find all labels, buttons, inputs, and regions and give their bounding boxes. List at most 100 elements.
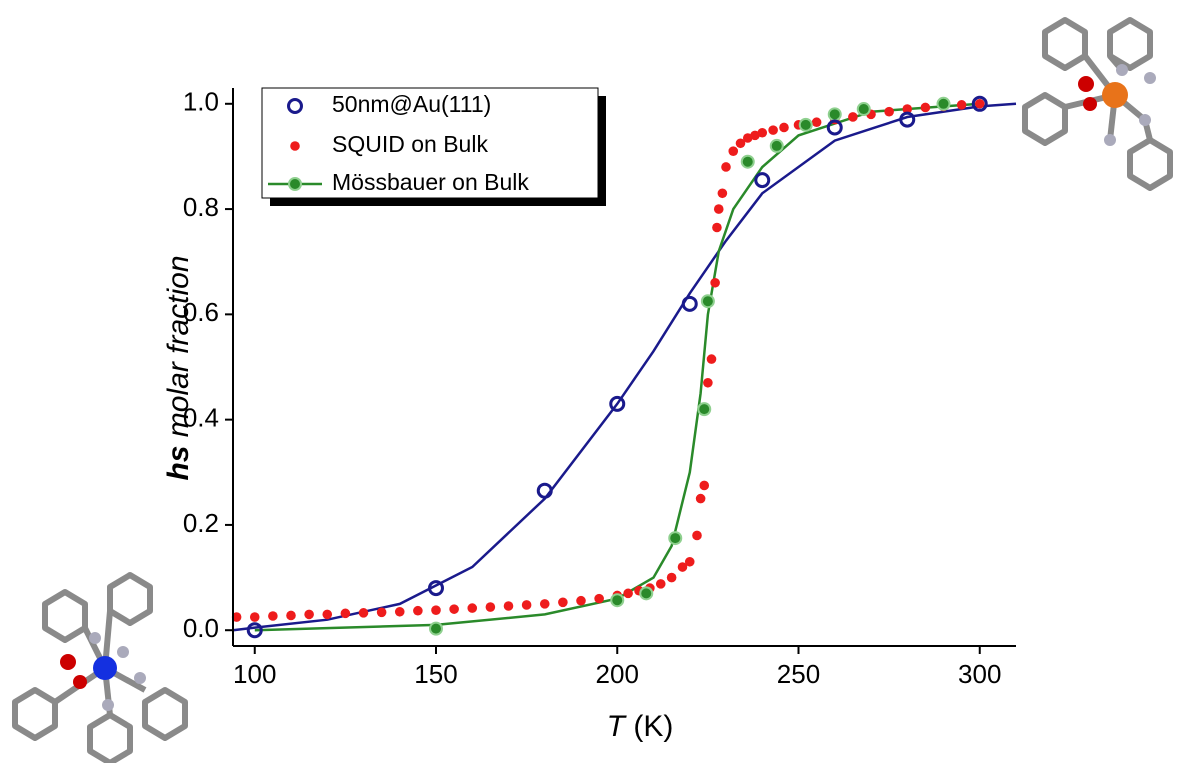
- point: [706, 354, 717, 364]
- point: [742, 133, 753, 143]
- point: [655, 579, 666, 589]
- legend-label: SQUID on Bulk: [332, 131, 488, 157]
- point: [740, 154, 755, 169]
- point: [431, 605, 441, 616]
- point: [576, 595, 586, 606]
- point: [467, 603, 478, 613]
- point: [703, 377, 713, 388]
- legend-marker: [287, 98, 303, 114]
- point: [594, 593, 604, 604]
- point: [340, 608, 351, 619]
- y-label-text: molar fraction: [162, 255, 195, 437]
- point: [666, 572, 677, 583]
- point: [413, 605, 423, 616]
- point: [769, 138, 784, 153]
- point: [639, 586, 654, 601]
- point: [899, 111, 916, 128]
- point: [754, 172, 771, 189]
- point: [503, 601, 514, 611]
- point: [827, 107, 842, 122]
- x-tick-label: 150: [414, 659, 457, 689]
- point: [322, 609, 333, 620]
- fit-line: [232, 102, 1017, 632]
- molecule-hs: [1022, 17, 1173, 191]
- point: [449, 604, 459, 614]
- point: [902, 104, 913, 114]
- point: [681, 295, 698, 312]
- point: [521, 600, 532, 610]
- point: [811, 117, 822, 128]
- x-label-unit: (K): [633, 710, 673, 743]
- point: [735, 138, 746, 149]
- point: [623, 588, 633, 599]
- point: [539, 599, 550, 609]
- point: [798, 117, 813, 132]
- point: [286, 610, 296, 621]
- point: [721, 162, 731, 172]
- point: [695, 493, 706, 504]
- point: [358, 608, 369, 618]
- x-tick-label: 300: [958, 659, 1001, 689]
- x-tick-label: 250: [777, 659, 820, 689]
- legend: [261, 87, 599, 199]
- y-tick-label: 1.0: [183, 87, 219, 117]
- point: [750, 130, 760, 141]
- legend-marker: [290, 141, 300, 151]
- point: [668, 531, 683, 546]
- point: [700, 294, 715, 309]
- point: [779, 122, 789, 133]
- x-axis-label: T (K): [607, 710, 674, 743]
- x-tick-label: 100: [233, 659, 276, 689]
- point: [971, 95, 988, 112]
- plot-area: [231, 95, 1017, 639]
- point: [728, 146, 739, 156]
- point: [712, 222, 722, 233]
- point: [304, 609, 314, 620]
- point: [268, 611, 278, 621]
- legend-label: Mössbauer on Bulk: [332, 169, 529, 195]
- point: [249, 612, 260, 622]
- point: [428, 580, 444, 597]
- point: [710, 277, 720, 288]
- point: [558, 597, 568, 608]
- point: [697, 402, 712, 417]
- point: [610, 593, 625, 608]
- point: [956, 100, 967, 110]
- point: [920, 102, 931, 113]
- point: [609, 395, 626, 412]
- point: [394, 606, 405, 617]
- point: [717, 188, 728, 199]
- point: [692, 530, 702, 541]
- x-tick-label: 200: [596, 659, 639, 689]
- point: [884, 106, 894, 117]
- point: [757, 127, 768, 138]
- y-label-symbol: hs: [162, 446, 195, 481]
- y-tick-label: 0.4: [183, 403, 219, 433]
- point: [713, 204, 724, 214]
- point: [231, 612, 242, 622]
- point: [684, 556, 695, 567]
- legend-label: 50nm@Au(111): [332, 91, 491, 117]
- point: [974, 98, 985, 109]
- point: [485, 602, 496, 612]
- y-tick-label: 0.8: [183, 192, 219, 222]
- point: [429, 621, 443, 636]
- point: [677, 562, 688, 572]
- y-tick-label: 0.0: [183, 613, 219, 643]
- point: [856, 102, 871, 117]
- point: [848, 112, 858, 122]
- point: [826, 119, 843, 136]
- point: [536, 482, 553, 499]
- y-axis-label: hs molar fraction: [162, 255, 195, 480]
- y-tick-label: 0.2: [183, 508, 219, 538]
- point: [376, 607, 387, 618]
- fit-line: [254, 102, 980, 632]
- molecule-ls: [12, 572, 188, 763]
- x-label-symbol: T: [607, 710, 628, 743]
- point: [246, 622, 263, 639]
- point: [699, 480, 710, 491]
- y-tick-label: 0.6: [183, 297, 219, 327]
- legend-marker: [288, 177, 302, 191]
